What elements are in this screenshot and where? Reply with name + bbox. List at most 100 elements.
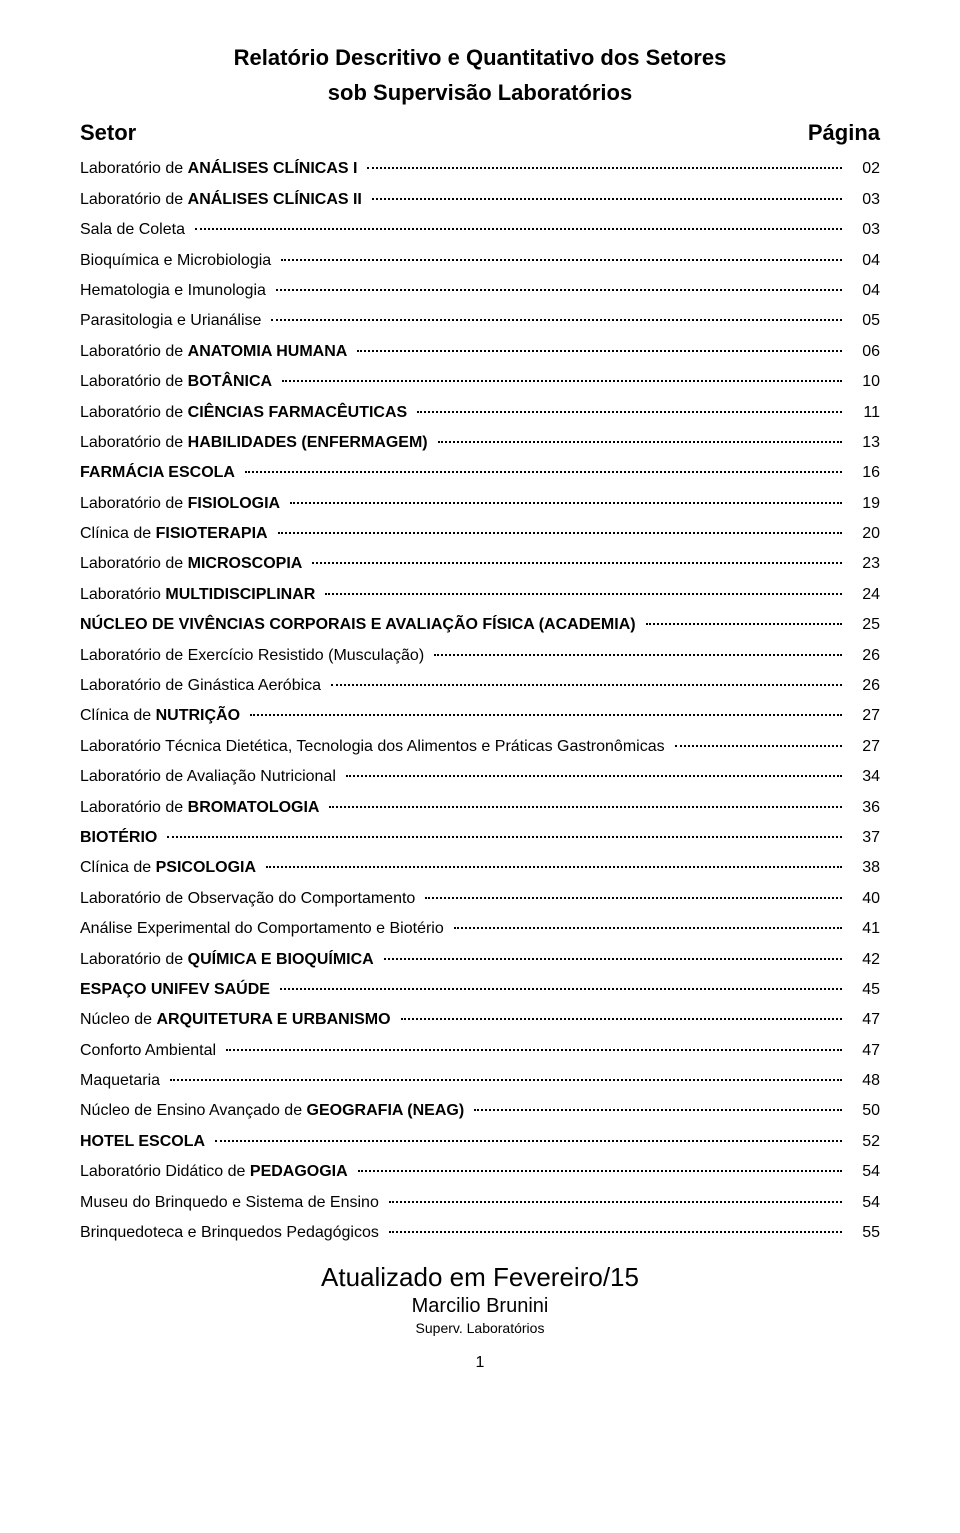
toc-page-number: 20 xyxy=(852,519,880,549)
toc-dot-leader xyxy=(170,1079,842,1081)
toc-page-number: 06 xyxy=(852,337,880,367)
toc-label-pre: Laboratório de Ginástica Aeróbica xyxy=(80,677,321,694)
toc-page-number: 37 xyxy=(852,823,880,853)
toc-row: NÚCLEO DE VIVÊNCIAS CORPORAIS E AVALIAÇÃ… xyxy=(80,610,880,640)
toc-row: Análise Experimental do Comportamento e … xyxy=(80,914,880,944)
toc-label-pre: Laboratório de xyxy=(80,495,188,512)
toc-dot-leader xyxy=(358,1170,842,1172)
toc-label-pre: Laboratório de xyxy=(80,434,188,451)
toc-row: Laboratório de CIÊNCIAS FARMACÊUTICAS11 xyxy=(80,398,880,428)
toc-label-bold: PEDAGOGIA xyxy=(250,1163,348,1180)
toc-page-number: 27 xyxy=(852,732,880,762)
toc-page-number: 25 xyxy=(852,610,880,640)
toc-label-pre: Laboratório de xyxy=(80,160,188,177)
toc-label-pre: Laboratório de Avaliação Nutricional xyxy=(80,768,336,785)
toc-dot-leader xyxy=(357,350,842,352)
toc-label-bold: ANATOMIA HUMANA xyxy=(188,343,348,360)
toc-page-number: 13 xyxy=(852,428,880,458)
toc-dot-leader xyxy=(474,1109,842,1111)
toc-row: Maquetaria48 xyxy=(80,1066,880,1096)
toc-label-bold: NUTRIÇÃO xyxy=(156,707,240,724)
toc-dot-leader xyxy=(331,684,842,686)
title-line-2: sob Supervisão Laboratórios xyxy=(80,75,880,110)
toc-dot-leader xyxy=(167,836,842,838)
toc-row: Núcleo de Ensino Avançado de GEOGRAFIA (… xyxy=(80,1096,880,1126)
toc-row: Laboratório de ANÁLISES CLÍNICAS I02 xyxy=(80,154,880,184)
toc-page-number: 02 xyxy=(852,154,880,184)
toc-row: ESPAÇO UNIFEV SAÚDE45 xyxy=(80,975,880,1005)
toc-label-bold: CIÊNCIAS FARMACÊUTICAS xyxy=(188,404,408,421)
toc-dot-leader xyxy=(675,745,842,747)
toc-row: Clínica de PSICOLOGIA 38 xyxy=(80,853,880,883)
toc-page-number: 23 xyxy=(852,549,880,579)
toc-page-number: 50 xyxy=(852,1096,880,1126)
toc-label: Clínica de PSICOLOGIA xyxy=(80,853,256,883)
toc-label: Conforto Ambiental xyxy=(80,1036,216,1066)
toc-page-number: 16 xyxy=(852,458,880,488)
toc-label: Bioquímica e Microbiologia xyxy=(80,246,271,276)
toc-dot-leader xyxy=(389,1201,842,1203)
toc-row: Laboratório de ANÁLISES CLÍNICAS II03 xyxy=(80,185,880,215)
toc-label-bold: ANÁLISES CLÍNICAS II xyxy=(188,191,362,208)
toc-label: Museu do Brinquedo e Sistema de Ensino xyxy=(80,1188,379,1218)
toc-dot-leader xyxy=(425,897,842,899)
toc-label: Clínica de NUTRIÇÃO xyxy=(80,701,240,731)
toc-dot-leader xyxy=(646,623,842,625)
toc-label: Brinquedoteca e Brinquedos Pedagógicos xyxy=(80,1218,379,1248)
toc-label-bold: PSICOLOGIA xyxy=(156,859,256,876)
toc-dot-leader xyxy=(325,593,842,595)
toc-row: Parasitologia e Urianálise05 xyxy=(80,306,880,336)
toc-page-number: 55 xyxy=(852,1218,880,1248)
toc-row: Laboratório de MICROSCOPIA23 xyxy=(80,549,880,579)
toc-label-pre: Brinquedoteca e Brinquedos Pedagógicos xyxy=(80,1224,379,1241)
toc-page-number: 41 xyxy=(852,914,880,944)
toc-dot-leader xyxy=(389,1231,842,1233)
toc-dot-leader xyxy=(312,562,842,564)
toc-label-pre: Museu do Brinquedo e Sistema de Ensino xyxy=(80,1194,379,1211)
toc-page-number: 26 xyxy=(852,641,880,671)
toc-row: Conforto Ambiental 47 xyxy=(80,1036,880,1066)
toc-label: ESPAÇO UNIFEV SAÚDE xyxy=(80,975,270,1005)
toc-label: HOTEL ESCOLA xyxy=(80,1127,205,1157)
toc-label-bold: GEOGRAFIA (NEAG) xyxy=(307,1102,465,1119)
toc-label-bold: BIOTÉRIO xyxy=(80,829,157,846)
toc-dot-leader xyxy=(271,319,842,321)
toc-page-number: 47 xyxy=(852,1036,880,1066)
toc-label: Análise Experimental do Comportamento e … xyxy=(80,914,444,944)
toc-dot-leader xyxy=(245,471,842,473)
toc-label: Laboratório de Observação do Comportamen… xyxy=(80,884,415,914)
toc-page-number: 10 xyxy=(852,367,880,397)
toc-label: NÚCLEO DE VIVÊNCIAS CORPORAIS E AVALIAÇÃ… xyxy=(80,610,636,640)
toc-label: Hematologia e Imunologia xyxy=(80,276,266,306)
toc-page-number: 48 xyxy=(852,1066,880,1096)
header-setor: Setor xyxy=(80,120,136,146)
toc-dot-leader xyxy=(266,866,842,868)
toc-dot-leader xyxy=(226,1049,842,1051)
toc-label: BIOTÉRIO xyxy=(80,823,157,853)
toc-dot-leader xyxy=(290,502,842,504)
toc-label-bold: MULTIDISCIPLINAR xyxy=(165,586,315,603)
toc-label-pre: Análise Experimental do Comportamento e … xyxy=(80,920,444,937)
toc-page-number: 40 xyxy=(852,884,880,914)
toc-label-pre: Bioquímica e Microbiologia xyxy=(80,252,271,269)
toc-row: Museu do Brinquedo e Sistema de Ensino54 xyxy=(80,1188,880,1218)
toc-row: Laboratório de BOTÂNICA10 xyxy=(80,367,880,397)
toc-label-pre: Laboratório xyxy=(80,586,165,603)
toc-row: Laboratório MULTIDISCIPLINAR 24 xyxy=(80,580,880,610)
toc-label-pre: Conforto Ambiental xyxy=(80,1042,216,1059)
toc-row: Brinquedoteca e Brinquedos Pedagógicos 55 xyxy=(80,1218,880,1248)
toc-dot-leader xyxy=(281,259,842,261)
toc-label-pre: Laboratório de xyxy=(80,191,188,208)
toc-row: Clínica de FISIOTERAPIA20 xyxy=(80,519,880,549)
toc-row: HOTEL ESCOLA52 xyxy=(80,1127,880,1157)
toc-page-number: 03 xyxy=(852,215,880,245)
report-title: Relatório Descritivo e Quantitativo dos … xyxy=(80,40,880,110)
footer: Atualizado em Fevereiro/15 Marcilio Brun… xyxy=(80,1262,880,1336)
footer-updated: Atualizado em Fevereiro/15 xyxy=(80,1262,880,1293)
toc-row: Laboratório de FISIOLOGIA19 xyxy=(80,489,880,519)
toc-label-bold: FARMÁCIA ESCOLA xyxy=(80,464,235,481)
toc-row: Clínica de NUTRIÇÃO27 xyxy=(80,701,880,731)
toc-page-number: 24 xyxy=(852,580,880,610)
toc-label: Sala de Coleta xyxy=(80,215,185,245)
toc-page-number: 38 xyxy=(852,853,880,883)
